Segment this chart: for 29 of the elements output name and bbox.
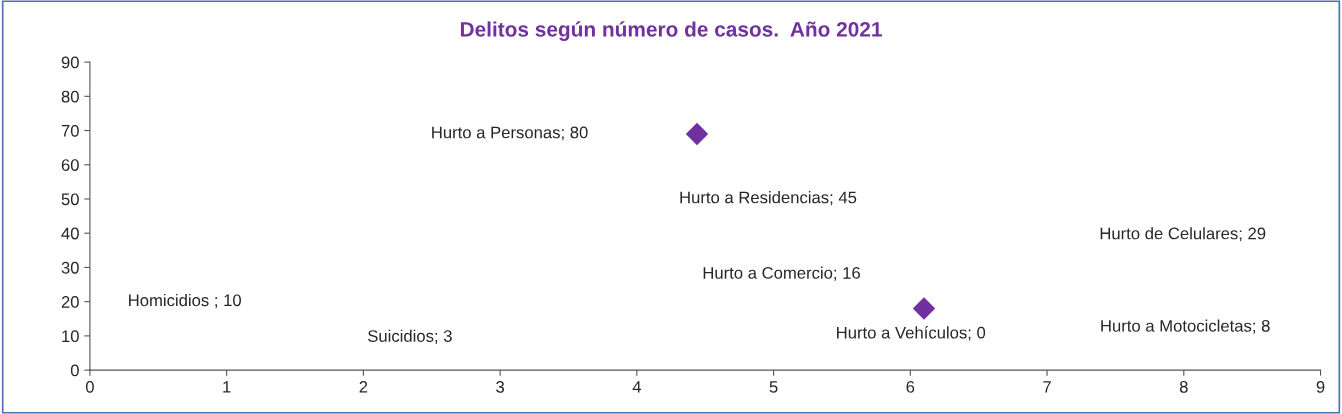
y-tick-label: 80 bbox=[61, 90, 79, 103]
chart-title: Delitos según número de casos. Año 2021 bbox=[460, 21, 882, 41]
x-tick-label: 3 bbox=[496, 380, 505, 393]
y-tick-label: 20 bbox=[61, 296, 79, 308]
y-tick-label: 30 bbox=[61, 261, 79, 274]
x-tick-label: 9 bbox=[1316, 380, 1325, 393]
x-tick-label: 6 bbox=[906, 380, 915, 393]
x-tick-label: 4 bbox=[632, 381, 641, 393]
annotation: Suicidios; 3 bbox=[368, 329, 452, 344]
x-tick-label: 7 bbox=[1043, 381, 1051, 393]
annotation: Hurto a Motocicletas; 8 bbox=[1101, 319, 1270, 334]
y-tick-label: 40 bbox=[61, 227, 79, 240]
y-tick-label: 70 bbox=[61, 124, 79, 137]
x-tick-label: 1 bbox=[223, 381, 231, 393]
y-tick-label: 50 bbox=[61, 193, 79, 206]
annotation: Hurto de Celulares; 29 bbox=[1100, 227, 1266, 242]
y-tick-label: 60 bbox=[61, 159, 79, 171]
annotation: Hurto a Personas; 80 bbox=[432, 126, 588, 141]
annotation: Hurto a Vehículos; 0 bbox=[837, 326, 986, 341]
annotation: Hurto a Residencias; 45 bbox=[680, 191, 857, 206]
x-tick-label: 8 bbox=[1179, 380, 1188, 393]
y-tick-label: 90 bbox=[61, 56, 79, 69]
x-tick-label: 2 bbox=[359, 380, 368, 393]
y-tick-label: 0 bbox=[70, 364, 79, 377]
x-tick-label: 0 bbox=[85, 380, 94, 393]
x-tick-label: 5 bbox=[769, 381, 778, 393]
y-tick-label: 10 bbox=[62, 330, 79, 343]
annotation: Homicidios ; 10 bbox=[129, 293, 241, 309]
annotation: Hurto a Comercio; 16 bbox=[703, 266, 860, 281]
